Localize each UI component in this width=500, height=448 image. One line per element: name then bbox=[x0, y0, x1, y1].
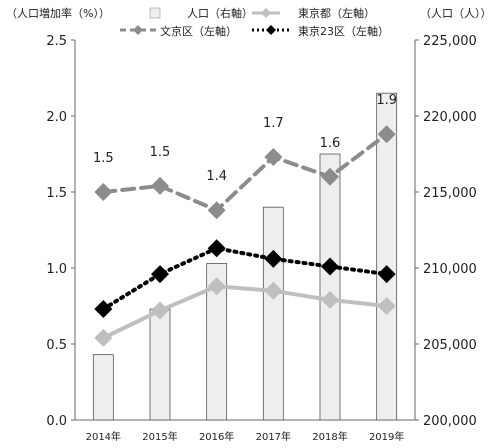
population-bar bbox=[319, 153, 341, 421]
series-marker bbox=[264, 148, 283, 167]
legend-swatch-bar bbox=[149, 7, 161, 19]
population-bar bbox=[262, 206, 284, 421]
series-marker bbox=[321, 167, 339, 186]
legend-label: 人口（右軸） bbox=[187, 6, 253, 20]
x-tick-label: 2017年 bbox=[256, 430, 291, 443]
population-bar bbox=[376, 92, 398, 421]
series-marker bbox=[377, 125, 396, 144]
data-label: 1.9 bbox=[376, 93, 397, 108]
x-tick-label: 2014年 bbox=[86, 430, 121, 443]
x-tick-label: 2016年 bbox=[199, 430, 234, 443]
legend-marker-bunkyo bbox=[133, 25, 143, 35]
x-tick-label: 2018年 bbox=[312, 430, 347, 443]
population-bar bbox=[149, 308, 171, 421]
legend-label: 東京都（左軸） bbox=[298, 6, 375, 20]
data-label: 1.5 bbox=[150, 145, 171, 160]
right-tick-label: 220,000 bbox=[423, 110, 477, 125]
legend-item-population: 人口（右軸） bbox=[149, 6, 253, 20]
left-tick-labels: 0.0 0.5 1.0 1.5 2.0 2.5 bbox=[46, 34, 75, 429]
series-marker bbox=[377, 265, 396, 284]
series-marker bbox=[151, 301, 169, 320]
series-marker bbox=[264, 281, 283, 300]
left-tick-label: 1.0 bbox=[46, 262, 67, 277]
series-line bbox=[101, 284, 389, 340]
data-label: 1.6 bbox=[320, 136, 341, 151]
series-marker bbox=[94, 300, 113, 319]
population-bar bbox=[92, 354, 114, 421]
series-marker bbox=[207, 239, 226, 258]
series-line bbox=[101, 132, 389, 213]
series-marker bbox=[321, 257, 339, 276]
series-marker bbox=[94, 183, 113, 201]
data-label: 1.4 bbox=[206, 169, 227, 184]
right-tick-labels: 200,000 205,000 210,000 215,000 220,000 225,0… bbox=[415, 34, 477, 429]
x-tick-label: 2015年 bbox=[142, 430, 177, 443]
series-marker bbox=[321, 290, 339, 309]
bunkyo-data-labels: 1.5 1.5 1.4 1.7 1.6 1.9 bbox=[93, 93, 397, 184]
legend-label: 東京23区（左軸） bbox=[298, 24, 389, 38]
legend-item-23ku: 東京23区（左軸） bbox=[252, 24, 389, 38]
legend-marker-23ku bbox=[266, 25, 276, 35]
series-marker bbox=[207, 277, 226, 296]
legend-item-bunkyo: 文京区（左軸） bbox=[120, 24, 237, 38]
right-tick-label: 200,000 bbox=[423, 414, 477, 429]
x-tick-labels: 2014年 2015年 2016年 2017年 2018年 2019年 bbox=[86, 430, 405, 443]
right-tick-label: 225,000 bbox=[423, 34, 477, 49]
left-axis-title: （人口増加率（%）） bbox=[6, 6, 110, 20]
right-tick-label: 215,000 bbox=[423, 186, 477, 201]
left-tick-label: 2.5 bbox=[46, 34, 67, 49]
left-tick-label: 2.0 bbox=[46, 110, 67, 125]
series-marker bbox=[151, 176, 169, 195]
series-marker bbox=[377, 297, 396, 315]
right-tick-label: 210,000 bbox=[423, 262, 477, 277]
x-tick-label: 2019年 bbox=[369, 430, 404, 443]
data-label: 1.5 bbox=[93, 151, 114, 166]
right-tick-label: 205,000 bbox=[423, 338, 477, 353]
left-tick-label: 1.5 bbox=[46, 186, 67, 201]
series-line bbox=[101, 246, 389, 312]
series-marker bbox=[151, 265, 169, 284]
population-bars bbox=[92, 92, 398, 421]
series-marker bbox=[264, 249, 283, 268]
legend-label: 文京区（左軸） bbox=[160, 24, 237, 38]
legend-item-tokyo: 東京都（左軸） bbox=[252, 6, 375, 20]
data-label: 1.7 bbox=[263, 116, 284, 131]
rate-lines bbox=[94, 125, 396, 347]
series-marker bbox=[94, 328, 113, 347]
right-axis-title: （人口（人）） bbox=[420, 7, 492, 20]
series-marker bbox=[207, 201, 226, 220]
legend: 人口（右軸） 東京都（左軸） 文京区（左軸） 東京23区（左軸） bbox=[120, 6, 389, 38]
legend-marker-tokyo bbox=[261, 8, 271, 18]
population-bar bbox=[206, 263, 228, 421]
left-tick-label: 0.0 bbox=[46, 414, 67, 429]
left-tick-label: 0.5 bbox=[46, 338, 67, 353]
